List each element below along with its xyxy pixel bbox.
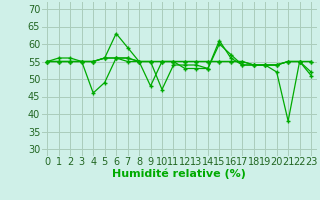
X-axis label: Humidité relative (%): Humidité relative (%)	[112, 169, 246, 179]
